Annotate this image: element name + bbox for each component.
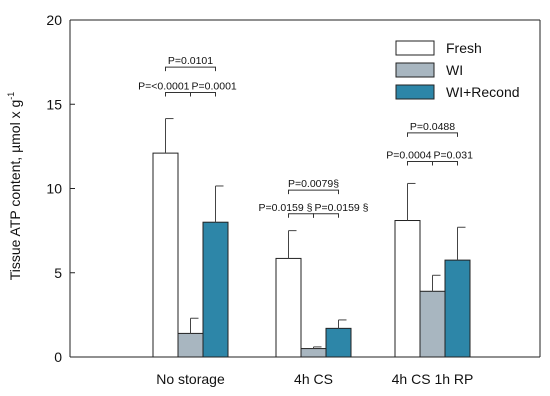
- bars: No storage 4h CS 4h CS 1h RP: [152, 118, 474, 387]
- p-value-label: P=0.0159 §: [315, 202, 369, 214]
- significance-bracket: [165, 66, 216, 72]
- legend-swatch: [395, 40, 435, 56]
- axes: 0 5 10 15 20: [46, 12, 541, 365]
- category-label: 4h CS: [294, 371, 333, 387]
- significance-bracket: [407, 132, 458, 137]
- p-value-label: P=0.0488: [410, 121, 455, 133]
- y-tick-label: 20: [46, 12, 62, 28]
- legend-label: WI+Recond: [446, 84, 520, 100]
- significance-bracket: [190, 91, 216, 97]
- p-value-label: P=0.0001: [192, 80, 237, 92]
- legend-swatch: [395, 84, 435, 100]
- p-value-label: P=0.0159 §: [258, 202, 312, 214]
- bar: [325, 327, 352, 358]
- legend-label: WI: [446, 62, 463, 78]
- bar: [202, 221, 229, 358]
- legend-label: Fresh: [446, 40, 482, 56]
- significance-bracket: [288, 213, 314, 218]
- y-tick-label: 0: [54, 349, 62, 365]
- legend: Fresh WI WI+Recond: [395, 40, 520, 100]
- category-label: No storage: [156, 371, 225, 387]
- significance-bracket: [165, 91, 191, 97]
- p-value-label: P=0.0101: [168, 55, 213, 67]
- y-tick-label: 15: [46, 96, 62, 112]
- bar: [419, 290, 446, 358]
- significance-bracket: [288, 189, 339, 195]
- y-axis-label: Tissue ATP content, µmol x g-1: [6, 92, 23, 281]
- bar: [394, 220, 421, 358]
- significance-bracket: [432, 161, 458, 166]
- p-value-label: P=0.031: [434, 150, 474, 162]
- bar: [300, 348, 327, 358]
- bar: [275, 257, 302, 358]
- bar: [152, 152, 179, 358]
- significance-bracket: [407, 161, 433, 166]
- legend-swatch: [395, 62, 435, 78]
- p-value-label: P=0.0004: [386, 150, 431, 162]
- significance-annotations: P=0.0101 P=<0.0001 P=0.0001 P=0.0079§ P=0.01…: [138, 55, 473, 218]
- p-value-label: P=0.0079§: [288, 178, 339, 190]
- p-value-label: P=<0.0001: [138, 80, 190, 92]
- category-label: 4h CS 1h RP: [392, 371, 474, 387]
- significance-bracket: [313, 213, 339, 218]
- y-tick-label: 10: [46, 181, 62, 197]
- y-axis-label-main: Tissue ATP content,: [7, 153, 23, 280]
- bar: [444, 259, 471, 358]
- y-tick-label: 5: [54, 265, 62, 281]
- y-axis-label-unit: µmol x g: [7, 100, 23, 153]
- y-axis-label-sup: -1: [6, 92, 16, 100]
- bar: [177, 332, 204, 358]
